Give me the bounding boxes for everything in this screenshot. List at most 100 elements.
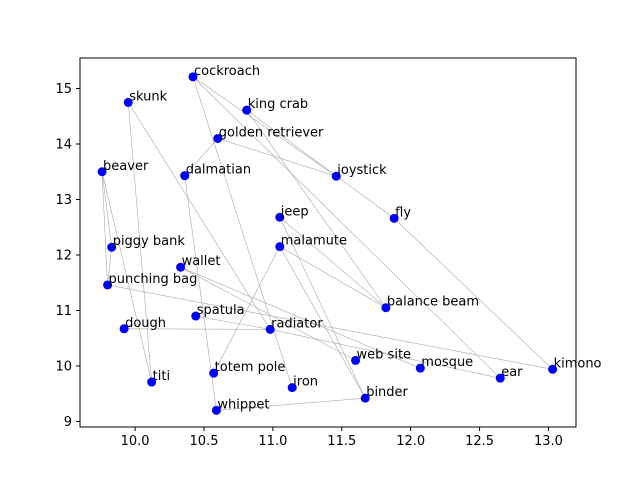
edge-line [217,138,337,177]
x-tick-label: 11.5 [327,434,356,449]
edge-line [279,246,387,308]
y-tick-label: 13 [55,193,72,208]
edge-line [246,109,395,219]
data-point-label: titi [153,369,170,384]
data-point [389,213,399,223]
edge-line [279,246,366,399]
data-point-label: dalmatian [186,163,251,178]
edge-line [270,329,501,379]
edge-line [192,76,501,379]
edge-layer [101,76,553,411]
data-point-label: punching bag [109,272,198,287]
data-point [188,72,198,82]
data-point [275,242,285,252]
data-point [495,373,505,383]
data-point [331,171,341,181]
data-point [275,212,285,222]
x-tick-label: 10.5 [190,434,219,449]
data-point [176,262,186,272]
y-tick-label: 10 [55,359,72,374]
data-point-label: radiator [271,316,323,331]
edge-line [192,76,337,177]
edge-line [192,76,293,388]
x-tick-label: 12.5 [465,434,494,449]
y-tick-label: 9 [64,415,72,430]
x-tick-label: 10.0 [121,434,150,449]
data-point [242,105,252,115]
data-point [191,311,201,321]
data-point-label: iron [293,375,318,390]
data-point [351,355,361,365]
data-point [147,377,157,387]
data-point-label: beaver [103,159,149,174]
edge-line [127,102,271,330]
data-point-label: balance beam [387,295,479,310]
edge-line [101,171,108,285]
edge-line [246,109,387,308]
data-point [360,393,370,403]
data-point-label: ear [501,365,523,380]
data-point [211,405,221,415]
edge-line [107,284,553,370]
data-point-label: spatula [197,303,245,318]
data-point-label: cockroach [194,64,260,79]
edge-line [124,328,271,330]
edge-line [393,218,553,370]
data-point [103,280,113,290]
edge-line [184,138,219,176]
data-point-label: skunk [129,89,167,104]
data-point-label: mosque [421,355,473,370]
data-point [381,303,391,313]
data-point [287,383,297,393]
x-tick-label: 11.0 [258,434,287,449]
data-point-label: whippet [217,397,269,412]
edge-line [213,246,281,374]
y-tick-label: 12 [55,248,72,263]
edge-line [279,217,387,308]
edge-line [216,397,366,411]
x-axis: 10.0 10.5 11.0 11.5 12.0 12.5 13.0 [121,427,563,449]
data-point-label: jeep [280,204,309,219]
edge-line [101,171,112,248]
data-point-label: piggy bank [113,234,186,249]
edge-line [279,217,366,399]
data-point-label: binder [366,385,408,400]
point-label-layer: cockroach skunk king crab golden retriever b… [103,64,602,412]
point-layer [97,72,558,415]
data-point [548,364,558,374]
edge-line [107,247,112,285]
edge-line [195,315,271,330]
plot-frame [79,57,577,428]
data-point-label: totem pole [215,360,286,375]
data-point-label: kimono [554,356,602,371]
data-point [213,133,223,143]
data-point-label: king crab [248,97,308,112]
x-tick-label: 12.0 [396,434,425,449]
data-point [123,97,133,107]
data-point [119,324,129,334]
data-point [107,242,117,252]
data-point [209,368,219,378]
x-tick-label: 13.0 [534,434,563,449]
data-point [265,324,275,334]
data-point-label: fly [395,205,411,220]
data-point-label: golden retriever [219,125,324,140]
data-point-label: joystick [336,163,387,178]
data-point [97,167,107,177]
data-point-label: wallet [182,254,221,269]
data-point [180,171,190,181]
data-point-label: dough [125,316,166,331]
y-tick-label: 15 [55,82,72,97]
edge-line [180,266,356,361]
y-axis: 9 10 11 12 13 14 15 [55,82,80,430]
edge-line [101,171,152,383]
edge-line [180,266,421,369]
y-tick-label: 11 [55,304,72,319]
edge-line [127,102,152,383]
data-point [415,363,425,373]
data-point-label: web site [357,347,412,362]
y-tick-label: 14 [55,138,72,153]
data-point-label: malamute [281,234,347,249]
